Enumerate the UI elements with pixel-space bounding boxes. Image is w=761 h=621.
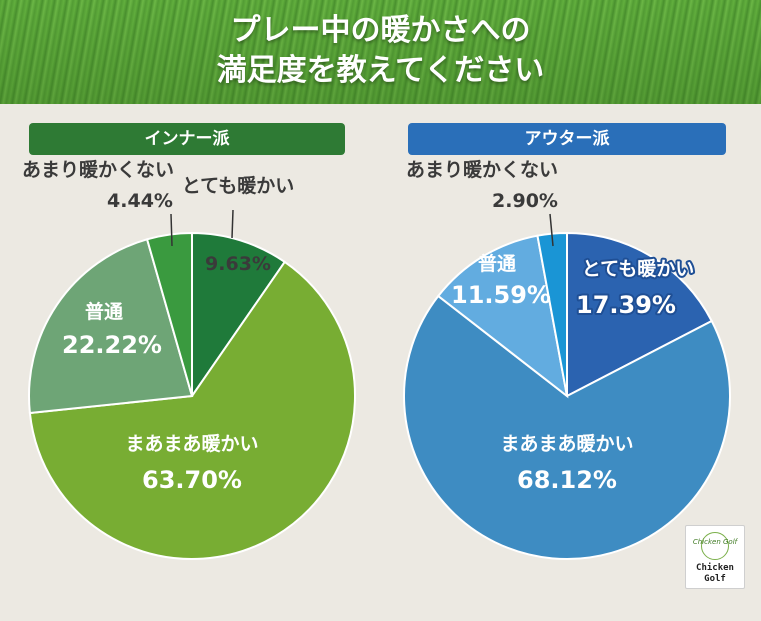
pie-1-label-2: 普通 (478, 252, 517, 275)
pie-1-label-3: あまり暖かくない (406, 158, 558, 181)
pie-0-label-2: 普通 (85, 300, 124, 323)
pie-1-slice-2 (436, 234, 569, 399)
pie-0-slice-0 (191, 231, 287, 400)
logo-script-text: Chicken Golf (692, 538, 738, 546)
header-banner-shade (0, 0, 761, 104)
pie-0-value-1: 63.70% (142, 466, 242, 494)
chicken-logo-icon (701, 532, 729, 560)
pie-0-slice-2 (28, 238, 194, 415)
logo-text-golf: Golf (704, 574, 726, 584)
header-banner (0, 0, 761, 104)
pie-1-slice-1 (403, 294, 731, 560)
pie-1-value-3: 2.90% (492, 190, 558, 212)
pie-0-label-0: とても暖かい (182, 174, 294, 197)
pie-1-value-0: 17.39% (576, 291, 676, 319)
title-line-1: プレー中の暖かさへの (230, 13, 531, 48)
pie-0-leader-0 (231, 209, 234, 239)
logo-text-chicken: Chicken (696, 563, 734, 573)
pie-0-value-2: 22.22% (62, 331, 162, 359)
pie-0-leader-3 (170, 213, 173, 247)
inner-group-label: インナー派 (29, 123, 345, 155)
pie-1-leader-3 (549, 213, 554, 247)
pie-0-value-0: 9.63% (205, 253, 271, 275)
title-line-2: 満足度を教えてください (216, 53, 545, 88)
pie-0-slice-3 (145, 231, 193, 397)
chicken-golf-logo: Chicken Golf Chicken Golf (685, 525, 745, 589)
pie-1-value-1: 68.12% (517, 466, 617, 494)
pie-1-value-2: 11.59% (451, 281, 551, 309)
pie-0-label-1: まあまあ暖かい (125, 432, 258, 455)
pie-0-slice-1 (28, 260, 356, 560)
pie-1-label-0: とても暖かい (582, 257, 694, 280)
pie-1-slice-0 (566, 231, 714, 398)
pie-0-label-3: あまり暖かくない (22, 158, 174, 181)
outer-group-label: アウター派 (408, 123, 726, 155)
pie-0-value-3: 4.44% (107, 190, 173, 212)
pie-1-label-1: まあまあ暖かい (500, 432, 633, 455)
